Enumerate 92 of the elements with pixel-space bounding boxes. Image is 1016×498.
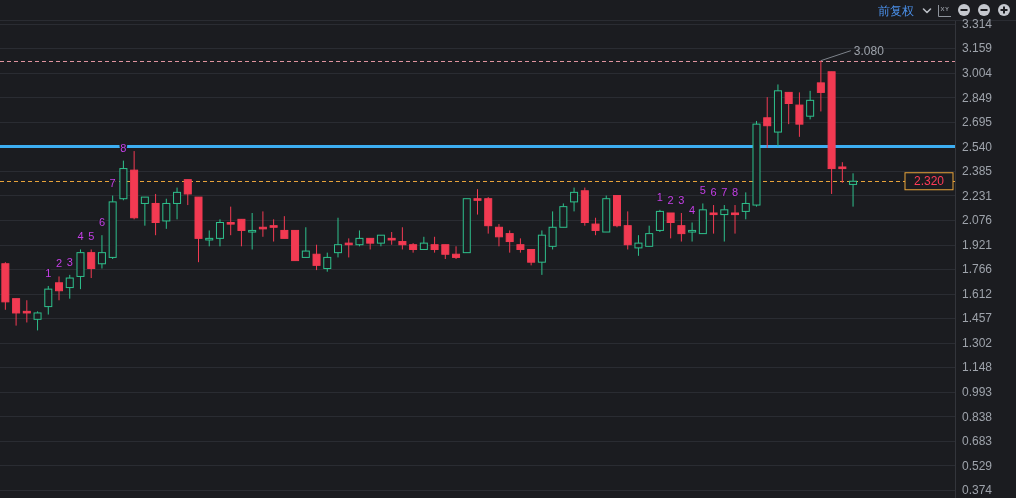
candlestick xyxy=(655,209,664,233)
y-tick-label: 2.231 xyxy=(962,188,993,203)
candlestick xyxy=(795,91,804,138)
text: 1 xyxy=(45,266,52,279)
candlestick xyxy=(226,206,235,236)
candlestick xyxy=(816,60,825,112)
y-tick-label: 2.849 xyxy=(962,90,993,105)
candlestick xyxy=(12,298,21,327)
candlestick xyxy=(645,225,654,247)
text: 4 xyxy=(77,230,84,243)
candlestick xyxy=(323,252,332,273)
text: 5 xyxy=(88,230,95,243)
y-tick-label: 3.314 xyxy=(962,16,993,31)
text: 3 xyxy=(66,255,73,268)
candlestick xyxy=(248,212,257,250)
text: 2 xyxy=(55,257,63,270)
candlestick xyxy=(806,90,815,120)
candlestick xyxy=(44,285,53,316)
candlestick xyxy=(22,299,31,323)
candlestick xyxy=(784,91,793,125)
text: 6 xyxy=(710,186,717,199)
y-tick-label: 2.385 xyxy=(962,164,993,179)
candlestick xyxy=(344,237,353,258)
candlestick xyxy=(731,204,740,235)
y-tick-label: 1.766 xyxy=(962,262,993,277)
candlestick xyxy=(452,245,461,260)
text: 前复权 xyxy=(878,4,914,19)
y-tick-label: 2.695 xyxy=(962,114,993,129)
annotation: 3.080 xyxy=(853,43,885,58)
candlestick xyxy=(677,212,686,243)
candlestick xyxy=(666,212,675,239)
y-tick-label: 0.993 xyxy=(962,385,993,399)
y-tick-label: 1.457 xyxy=(962,311,993,326)
text: 4 xyxy=(689,203,696,216)
candlestick xyxy=(65,274,74,300)
text: 7 xyxy=(721,186,728,199)
candlestick xyxy=(720,204,729,243)
candlestick xyxy=(33,310,42,331)
candlestick xyxy=(494,223,503,247)
candlestick xyxy=(269,218,278,243)
y-tick-label: 1.302 xyxy=(962,335,993,350)
candlestick xyxy=(741,191,750,220)
y-tick-label: 0.374 xyxy=(962,483,993,498)
candlestick xyxy=(55,275,64,301)
candlestick xyxy=(623,210,632,250)
candlestick xyxy=(570,187,579,212)
candlestick xyxy=(634,234,643,257)
candlestick xyxy=(312,244,321,271)
candlestick xyxy=(334,217,343,258)
candlestick xyxy=(97,234,106,270)
candlestick xyxy=(183,179,192,206)
text: 1 xyxy=(656,190,663,203)
candlestick xyxy=(688,222,697,243)
candlestick xyxy=(473,188,482,216)
candlestick xyxy=(559,202,568,228)
text: 6 xyxy=(98,216,105,229)
y-tick-label: 0.529 xyxy=(962,458,993,473)
y-tick-label: 0.683 xyxy=(962,434,993,449)
y-tick-label: 1.612 xyxy=(962,286,993,301)
candlestick xyxy=(258,210,267,238)
candlestick xyxy=(698,202,707,235)
y-tick-label: 1.921 xyxy=(962,237,993,252)
candlestick xyxy=(763,96,772,149)
candlestick xyxy=(838,161,847,184)
candlestick xyxy=(301,226,310,258)
y-tick-label: 3.159 xyxy=(962,41,993,56)
y-tick-label: 2.540 xyxy=(962,139,993,154)
candlestick xyxy=(280,215,289,239)
text: 8 xyxy=(120,141,127,154)
y-tick-label: 3.004 xyxy=(962,65,993,80)
text: 8 xyxy=(731,186,739,199)
y-tick-label: 1.148 xyxy=(962,360,993,375)
text: 7 xyxy=(109,176,116,189)
candlestick xyxy=(849,172,858,208)
candlestick xyxy=(505,229,514,254)
candlestick xyxy=(398,226,407,250)
y-tick-label: 2.076 xyxy=(962,213,993,228)
candlestick xyxy=(140,196,149,227)
candlestick xyxy=(87,248,96,279)
text: 5 xyxy=(699,184,706,197)
text: 2 xyxy=(667,193,674,206)
candlestick xyxy=(76,248,85,290)
candlestick xyxy=(162,198,171,230)
text: 3 xyxy=(678,193,685,206)
candlestick xyxy=(237,218,246,247)
candlestick xyxy=(709,204,718,235)
candlestick xyxy=(215,218,224,247)
candlestick xyxy=(151,193,160,236)
candlestick xyxy=(173,187,182,220)
candlestick xyxy=(548,210,557,250)
ref-line-label: 2.320 xyxy=(913,174,945,189)
y-tick-label: 0.838 xyxy=(962,409,993,424)
